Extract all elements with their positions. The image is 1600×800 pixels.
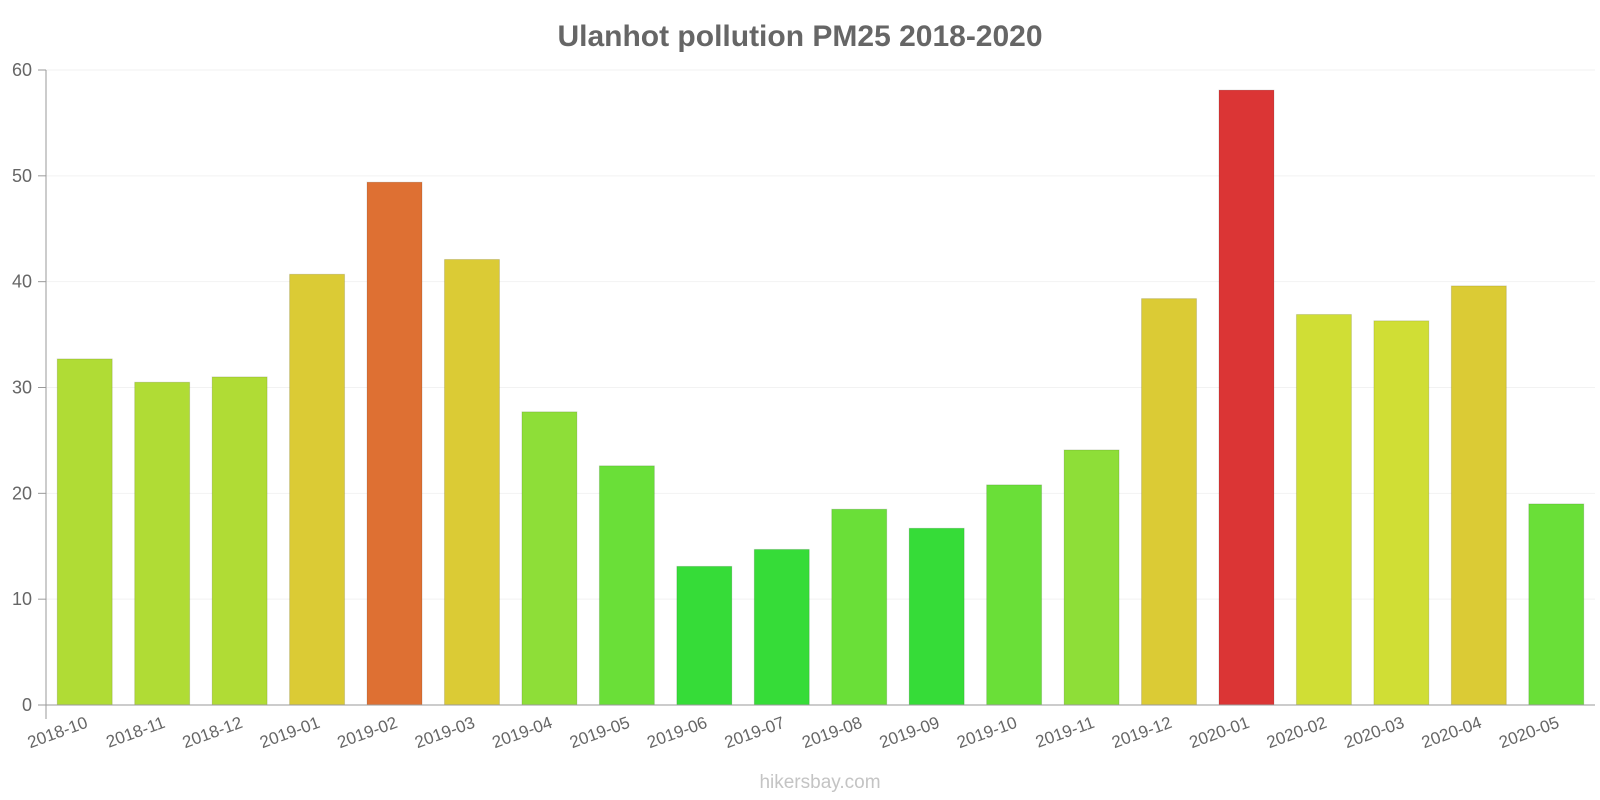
bar-2019-12 bbox=[1141, 298, 1198, 706]
x-tick-label: 2018-10 bbox=[25, 713, 90, 752]
bar-2018-10 bbox=[56, 358, 113, 706]
bar-2019-11 bbox=[1063, 449, 1120, 706]
bar-2020-04 bbox=[1450, 285, 1507, 706]
x-tick-label: 2019-06 bbox=[645, 713, 710, 752]
x-tick-label: 2019-07 bbox=[722, 713, 787, 752]
y-tick-label: 40 bbox=[12, 272, 32, 292]
y-tick-labels: 0 10 20 30 40 50 60 bbox=[12, 60, 32, 715]
bar-2020-02 bbox=[1295, 313, 1352, 706]
y-tick-label: 20 bbox=[12, 483, 32, 503]
x-tick-label: 2018-12 bbox=[180, 713, 245, 752]
bars bbox=[56, 89, 1585, 706]
y-tick-label: 50 bbox=[12, 166, 32, 186]
bar-2019-05 bbox=[598, 465, 655, 706]
bar-2019-08 bbox=[831, 508, 888, 706]
bar-2020-01 bbox=[1218, 89, 1275, 706]
watermark: hikersbay.com bbox=[759, 772, 880, 793]
x-tick-label: 2020-01 bbox=[1187, 713, 1252, 752]
y-tick-label: 30 bbox=[12, 378, 32, 398]
bar-2019-07 bbox=[753, 548, 810, 706]
bar-2019-06 bbox=[676, 565, 733, 706]
x-tick-label: 2019-12 bbox=[1109, 713, 1174, 752]
bar-2018-11 bbox=[134, 381, 191, 706]
x-tick-label: 2020-03 bbox=[1342, 713, 1407, 752]
y-tick-label: 10 bbox=[12, 589, 32, 609]
x-tick-label: 2019-02 bbox=[335, 713, 400, 752]
bar-2019-01 bbox=[289, 273, 346, 706]
x-tick-label: 2019-04 bbox=[490, 713, 555, 752]
bar-2019-04 bbox=[521, 411, 578, 706]
x-tick-label: 2019-10 bbox=[954, 713, 1019, 752]
bar-2019-02 bbox=[366, 181, 423, 706]
x-tick-label: 2019-05 bbox=[567, 713, 632, 752]
x-tick-label: 2019-01 bbox=[257, 713, 322, 752]
x-tick-label: 2018-11 bbox=[104, 713, 168, 752]
bar-2020-03 bbox=[1373, 320, 1430, 706]
x-tick-label: 2019-11 bbox=[1033, 713, 1097, 752]
x-tick-label: 2019-09 bbox=[877, 713, 942, 752]
x-tick-label: 2019-03 bbox=[412, 713, 477, 752]
y-tick-label: 0 bbox=[22, 695, 32, 715]
bar-2020-05 bbox=[1528, 503, 1585, 706]
bar-2019-09 bbox=[908, 527, 965, 706]
x-tick-label: 2020-05 bbox=[1497, 713, 1562, 752]
x-tick-label: 2020-02 bbox=[1264, 713, 1329, 752]
x-tick-labels: 2018-10 2018-11 2018-12 2019-01 2019-02 2019-… bbox=[25, 713, 1562, 752]
x-tick-label: 2020-04 bbox=[1419, 713, 1484, 752]
bar-2019-10 bbox=[986, 484, 1043, 706]
grid-lines bbox=[46, 69, 1595, 600]
chart-title: Ulanhot pollution PM25 2018-2020 bbox=[557, 20, 1042, 53]
x-tick-label: 2019-08 bbox=[799, 713, 864, 752]
bar-2018-12 bbox=[211, 376, 268, 706]
y-tick-label: 60 bbox=[12, 60, 32, 80]
bar-2019-03 bbox=[443, 258, 500, 706]
axes bbox=[38, 69, 1595, 719]
